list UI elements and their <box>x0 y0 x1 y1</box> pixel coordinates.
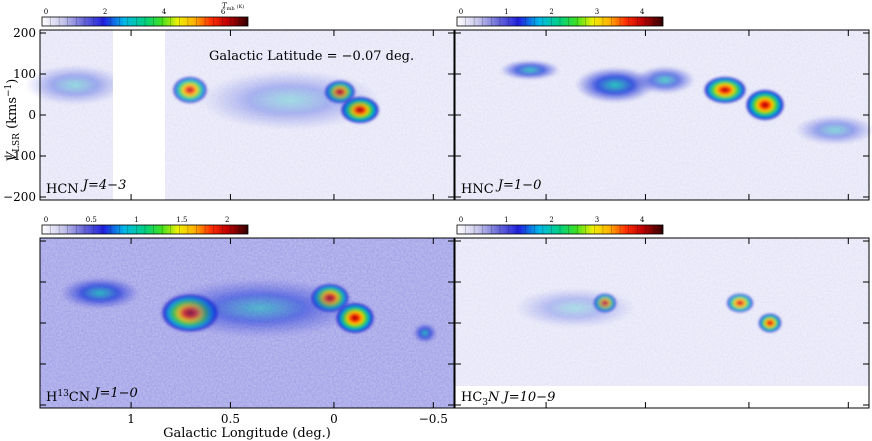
colorbar-tick-label: 0 <box>459 216 463 224</box>
emission-feature <box>795 115 872 145</box>
latitude-annotation: Galactic Latitude = −0.07 deg. <box>209 49 414 64</box>
colorbar-tick-label: 0 <box>44 8 48 16</box>
colorbar-tick-label: 4 <box>640 8 645 16</box>
x-axis-label: Galactic Longitude (deg.) <box>163 426 331 441</box>
colorbar-tick-label: 4 <box>640 216 645 224</box>
emission-feature <box>200 70 380 130</box>
colorbar-2: 0 1 2 3 4 <box>456 8 664 27</box>
y-tick-label: 200 <box>13 26 36 40</box>
x-tick-label: 0 <box>330 412 338 426</box>
colorbar-3: 0 0.5 1 1.5 2 <box>41 216 249 235</box>
emission-feature <box>726 293 754 313</box>
emission-feature <box>160 278 360 338</box>
colorbar-4: 0 1 2 3 4 <box>456 216 664 235</box>
colorbar-tick-label: 1.5 <box>176 216 187 224</box>
y-tick-label: 0 <box>28 108 36 122</box>
x-tick-label: −0.5 <box>419 412 448 426</box>
colorbar-tick-label: 1 <box>504 216 508 224</box>
colorbar-tick-label: 1 <box>504 8 508 16</box>
emission-feature <box>515 288 635 328</box>
panel-3: 1 0.5 0 −0.5 H13CN J=1−0 0 0.5 1 1.5 2 <box>39 216 455 426</box>
emission-feature <box>413 323 437 343</box>
colorbar-tick-label: 2 <box>549 8 553 16</box>
colorbar-tick-label: 2 <box>103 8 107 16</box>
emission-feature <box>172 76 208 104</box>
emission-feature <box>575 67 655 103</box>
emission-feature <box>745 89 785 121</box>
emission-feature <box>758 313 782 333</box>
colorbar-unit: Tmb (K) <box>222 2 244 12</box>
colorbar-tick-label: 0 <box>44 216 48 224</box>
x-tick-label: 1 <box>127 412 135 426</box>
panel-label: HC3N J=10−9 <box>461 390 555 408</box>
y-tick-label: 100 <box>13 67 36 81</box>
colorbar-tick-label: 2 <box>225 216 229 224</box>
x-tick-label: 0.5 <box>221 412 240 426</box>
emission-feature <box>25 65 125 105</box>
colorbar-tick-label: 6 <box>221 8 226 16</box>
panel-label: HNC J=1−0 <box>461 178 541 197</box>
panel-4: HC3N J=10−9 0 1 2 3 4 <box>454 216 870 409</box>
colorbar-tick-label: 2 <box>549 216 553 224</box>
colorbar-tick-label: 3 <box>595 216 599 224</box>
colorbar-tick-label: 0 <box>459 8 463 16</box>
noise-texture <box>455 30 869 200</box>
emission-feature <box>500 60 560 80</box>
y-tick-label: −100 <box>3 149 36 163</box>
colorbar-tick-label: 1 <box>134 216 138 224</box>
colorbar-tick-label: 3 <box>595 8 599 16</box>
emission-feature <box>703 76 747 104</box>
panel-2: HNC J=1−0 0 1 2 3 4 <box>454 8 872 201</box>
emission-feature <box>635 66 695 94</box>
no-data-region <box>113 30 165 200</box>
y-axis-label: VLSR (kms−1) <box>4 79 22 162</box>
colorbar-tick-label: 4 <box>162 8 167 16</box>
y-tick-label: −200 <box>3 190 36 204</box>
panel-label: H13CN J=1−0 <box>46 386 138 405</box>
emission-feature <box>60 277 140 309</box>
panel-label: HCN J=4−3 <box>46 178 126 197</box>
colorbar-tick-label: 0.5 <box>86 216 97 224</box>
noise-texture <box>455 238 869 408</box>
